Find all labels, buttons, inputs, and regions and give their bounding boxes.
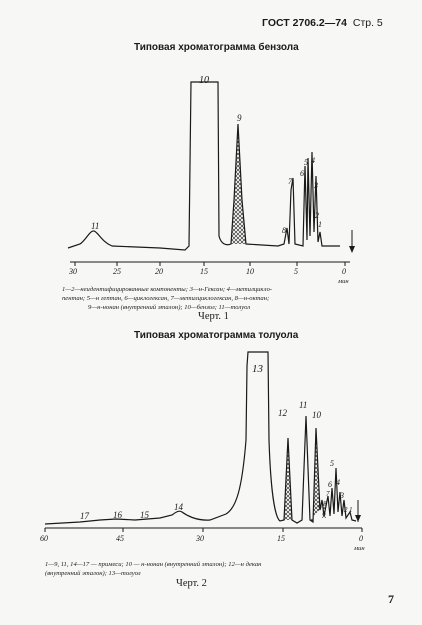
fig2-peak-3: 3 xyxy=(339,491,344,500)
fig1-tick-10: 10 xyxy=(246,267,254,276)
fig2-peak-15: 15 xyxy=(140,510,150,520)
figure1-caption-line: 9—н-нонан (внутренний эталон); 10—бензол… xyxy=(88,304,251,311)
fig1-tick-25: 25 xyxy=(113,267,121,276)
fig1-tick-20: 20 xyxy=(155,267,163,276)
gost-number: ГОСТ 2706.2—74 xyxy=(262,17,347,29)
figure1-caption-line: пентан; 5—н гептан, 6—циклогексан, 7—мет… xyxy=(62,295,270,302)
fig2-peak-14: 14 xyxy=(174,502,184,512)
fig1-peak-7: 7 xyxy=(288,177,293,186)
fig2-tick-30: 30 xyxy=(195,534,204,543)
fig1-peak-10: 10 xyxy=(199,75,209,86)
figure2-caption-line: (внутренний эталон); 13—толуол xyxy=(45,570,141,577)
fig1-tick-15: 15 xyxy=(200,267,208,276)
fig2-peak-8: 8 xyxy=(323,500,327,508)
fig2-tick-45: 45 xyxy=(116,534,124,543)
fig2-peak-6: 6 xyxy=(328,480,332,489)
gost-header: ГОСТ 2706.2—74 Стр. 5 xyxy=(262,17,383,29)
fig2-tick-60: 60 xyxy=(40,534,48,543)
fig2-peak-10: 10 xyxy=(312,410,322,420)
fig2-peak-17: 17 xyxy=(80,511,90,521)
page-ref: Стр. 5 xyxy=(352,17,383,29)
figure1-caption: 1—2—неидентифицированные компоненты; 3—н… xyxy=(62,285,372,312)
fig1-peak-8: 8 xyxy=(282,226,286,235)
fig1-tick-0: 0 xyxy=(342,267,346,276)
figure2-peak9-hatch xyxy=(322,500,326,518)
figure2-peak12-hatch xyxy=(284,438,292,520)
fig1-peak-2: 2 xyxy=(315,211,319,220)
figure2-time-axis xyxy=(44,527,363,532)
figure1-peak9-hatch xyxy=(231,124,246,244)
figure1-trace xyxy=(67,81,340,251)
fig1-tick-5: 5 xyxy=(294,267,298,276)
page-number: 7 xyxy=(388,592,394,606)
fig2-peak-16: 16 xyxy=(113,510,123,520)
figure1-caption-line: 1—2—неидентифицированные компоненты; 3—н… xyxy=(62,286,273,293)
fig2-peak-9: 9 xyxy=(318,504,322,512)
fig2-peak-12: 12 xyxy=(278,408,288,418)
figure1-label: Черт. 1 xyxy=(198,311,229,322)
fig2-tick-15: 15 xyxy=(277,534,285,543)
figure2-arrow-head xyxy=(355,515,361,522)
fig1-peak-1: 1 xyxy=(318,220,322,229)
fig2-peak-7: 7 xyxy=(326,490,330,498)
figure2-caption: 1—9, 11, 14—17 — примеси; 10 — н-нонан (… xyxy=(45,560,375,578)
fig2-peak-4: 4 xyxy=(336,478,340,487)
figure1-arrow-head xyxy=(349,246,355,253)
fig1-peak-3: 3 xyxy=(313,181,318,190)
fig2-unit: мин xyxy=(353,545,365,552)
figure1-time-axis xyxy=(70,261,350,266)
fig1-tick-30: 30 xyxy=(68,267,77,276)
fig1-peak-11: 11 xyxy=(91,221,99,231)
fig2-peak-2: 2 xyxy=(344,506,348,514)
fig1-peak-4: 4 xyxy=(311,156,315,165)
fig2-peak-5: 5 xyxy=(330,459,334,468)
fig1-unit: мин xyxy=(337,278,349,285)
figure2-peak10-hatch xyxy=(310,428,320,522)
figure2-caption-line: 1—9, 11, 14—17 — примеси; 10 — н-нонан (… xyxy=(45,561,262,568)
fig2-peak-11: 11 xyxy=(299,400,307,410)
figure1-title: Типовая хроматограмма бензола xyxy=(134,42,299,53)
fig1-peak-5: 5 xyxy=(304,158,308,167)
figure2-trace xyxy=(44,351,357,525)
fig2-peak-1: 1 xyxy=(349,506,353,514)
fig1-peak-6: 6 xyxy=(300,169,304,178)
fig2-tick-0: 0 xyxy=(359,534,363,543)
fig2-peak-13: 13 xyxy=(252,363,264,375)
fig1-peak-9: 9 xyxy=(237,113,242,123)
figure2-label: Черт. 2 xyxy=(176,578,207,589)
figure2-title: Типовая хроматограмма толуола xyxy=(134,330,299,341)
